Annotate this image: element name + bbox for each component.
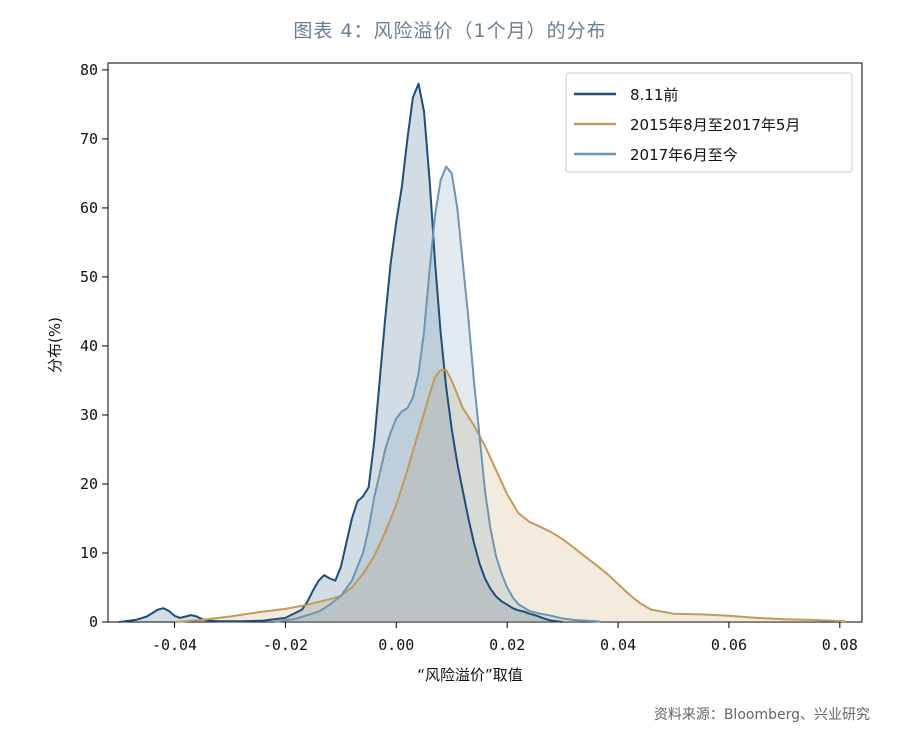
legend-box <box>565 72 853 173</box>
legend-label-series-2: 2015年8月至2017年5月 <box>630 116 800 134</box>
y-tick-label: 50 <box>80 268 98 286</box>
y-axis-label: 分布(%) <box>46 317 64 373</box>
figure-title: 图表 4：风险溢价（1个月）的分布 <box>293 20 607 42</box>
x-tick-label: 0.04 <box>600 636 636 654</box>
y-tick-label: 40 <box>80 337 98 355</box>
y-tick-label: 0 <box>89 613 98 631</box>
y-tick-label: 60 <box>80 199 98 217</box>
series-1-area <box>119 83 563 622</box>
legend: 8.11前 2015年8月至2017年5月 2017年6月至今 <box>565 72 853 173</box>
legend-label-series-1: 8.11前 <box>630 86 678 104</box>
y-tick-label: 20 <box>80 475 98 493</box>
series-3-line <box>274 165 602 623</box>
x-tick-label: 0.06 <box>711 636 747 654</box>
series-3-area <box>274 166 602 622</box>
y-tick-label: 30 <box>80 406 98 424</box>
y-axis: 0 10 20 30 40 50 60 70 80 <box>80 61 108 631</box>
x-tick-label: -0.02 <box>263 636 308 654</box>
y-tick-label: 80 <box>80 61 98 79</box>
legend-label-series-3: 2017年6月至今 <box>630 146 738 164</box>
x-tick-label: 0.00 <box>378 636 414 654</box>
series-1-line <box>118 82 563 623</box>
y-tick-label: 70 <box>80 130 98 148</box>
x-axis-label: “风险溢价”取值 <box>417 666 523 684</box>
series-layer <box>118 82 846 623</box>
x-tick-label: -0.04 <box>152 636 197 654</box>
plot-area <box>107 62 863 623</box>
x-tick-label: 0.02 <box>489 636 525 654</box>
x-tick-label: 0.08 <box>822 636 858 654</box>
source-note: 资料来源：Bloomberg、兴业研究 <box>653 707 870 723</box>
x-axis: -0.04 -0.02 0.00 0.02 0.04 0.06 0.08 <box>152 622 858 654</box>
series-2-area <box>174 370 846 622</box>
y-tick-label: 10 <box>80 544 98 562</box>
